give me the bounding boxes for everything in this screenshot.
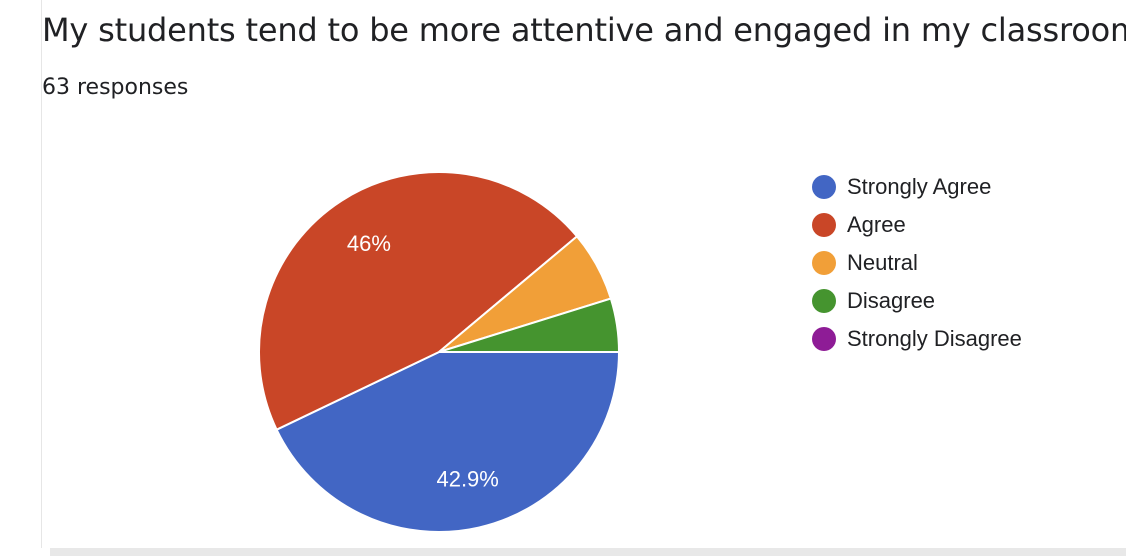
legend-label-disagree: Disagree [847, 288, 936, 313]
question-title: My students tend to be more attentive an… [42, 11, 1126, 49]
legend-label-strongly-disagree: Strongly Disagree [847, 326, 1022, 351]
pie-slice-disagree [438, 297, 621, 353]
legend-swatch-agree [812, 213, 836, 237]
legend-item-strongly-agree: Strongly Agree [812, 168, 1022, 206]
pie-slice-strongly-agree [275, 351, 621, 533]
slice-label-strongly-agree: 42.9% [436, 466, 498, 491]
legend-label-strongly-agree: Strongly Agree [847, 174, 992, 199]
legend-label-neutral: Neutral [847, 250, 918, 275]
chart-legend: Strongly Agree Agree Neutral Disagree Strong… [812, 168, 1022, 358]
legend-swatch-strongly-disagree [812, 327, 836, 351]
pie-slice-agree [258, 171, 579, 431]
legend-swatch-disagree [812, 289, 836, 313]
legend-item-agree: Agree [812, 206, 1022, 244]
legend-label-agree: Agree [847, 212, 906, 237]
legend-item-strongly-disagree: Strongly Disagree [812, 320, 1022, 358]
legend-item-disagree: Disagree [812, 282, 1022, 320]
card-bottom-border [50, 548, 1126, 556]
response-count: 63 responses [42, 75, 189, 100]
slice-label-agree: 46% [347, 231, 391, 256]
legend-swatch-strongly-agree [812, 175, 836, 199]
legend-swatch-neutral [812, 251, 836, 275]
legend-item-neutral: Neutral [812, 244, 1022, 282]
